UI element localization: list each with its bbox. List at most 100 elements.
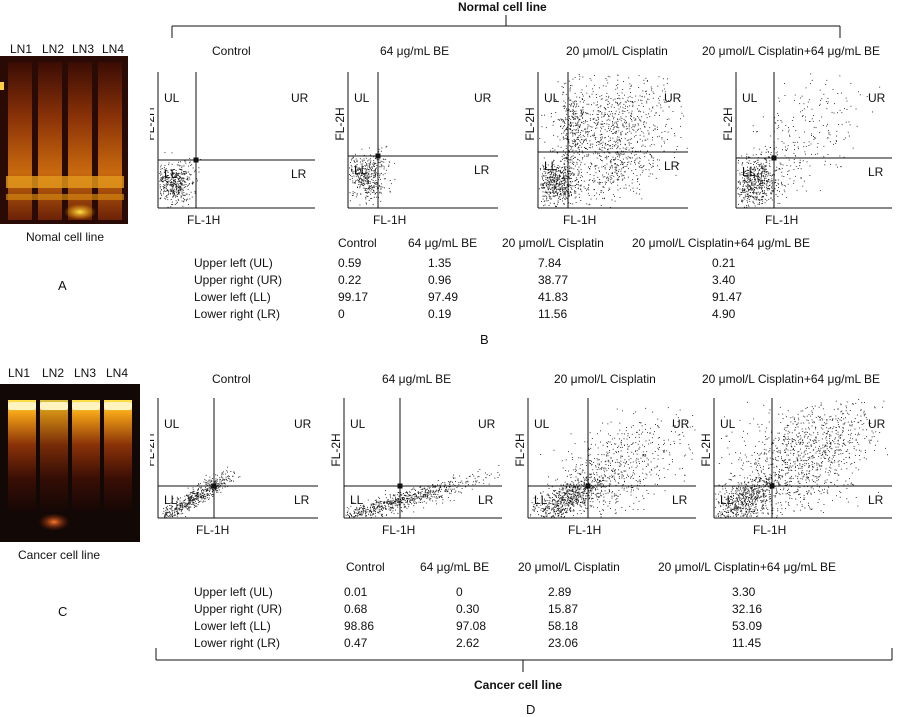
table-cell: 0.22 — [338, 273, 362, 287]
quadrant-label-ll: LL — [164, 493, 178, 507]
table-cell: 3.40 — [712, 273, 736, 287]
y-axis-label: FL-2H — [329, 433, 343, 466]
table-row-label: Lower left (LL) — [194, 290, 271, 304]
gel-a-lane-labels: LN1 LN2 LN3 LN4 — [6, 42, 132, 56]
table-cell: 15.87 — [548, 602, 579, 616]
table-header: 20 μmol/L Cisplatin — [518, 560, 620, 574]
y-axis-label: FL-2H — [513, 433, 527, 466]
top-plot-0: UL UR LL LR FL-1H FL-2H — [150, 72, 315, 226]
plot-title: Control — [212, 44, 251, 58]
table-header: 20 μmol/L Cisplatin — [502, 236, 604, 250]
gel-c-lane-labels: LN1 LN2 LN3 LN4 — [2, 366, 138, 380]
quadrant-label-ul: UL — [164, 417, 180, 431]
quadrant-label-ul: UL — [720, 417, 736, 431]
gate-marker — [193, 157, 199, 163]
quadrant-label-ll: LL — [164, 167, 178, 181]
scatter-dots — [737, 73, 881, 208]
table-cell: 0.96 — [428, 273, 452, 287]
plot-title: 20 μmol/L Cisplatin+64 μg/mL BE — [702, 372, 881, 386]
y-axis-label: FL-2H — [523, 107, 537, 140]
quadrant-label-ur: UR — [868, 417, 886, 431]
panel-letter-a: A — [58, 278, 67, 293]
quadrant-label-ur: UR — [672, 417, 690, 431]
quadrant-label-ur: UR — [478, 417, 496, 431]
table-cell: 11.56 — [538, 307, 568, 321]
quadrant-label-ul: UL — [350, 417, 366, 431]
table-cell: 4.90 — [712, 307, 736, 321]
plot-title: 20 μmol/L Cisplatin+64 μg/mL BE — [702, 44, 881, 58]
top-bracket — [171, 15, 841, 38]
quadrant-label-ll: LL — [354, 163, 368, 177]
table-cell: 58.18 — [548, 619, 579, 633]
quadrant-label-lr: LR — [868, 493, 884, 507]
quadrant-label-ur: UR — [474, 91, 492, 105]
lane-label: LN3 — [74, 366, 97, 380]
table-header: 20 μmol/L Cisplatin+64 μg/mL BE — [658, 560, 837, 574]
quadrant-label-ll: LL — [534, 493, 548, 507]
y-axis-label: FL-2H — [150, 107, 157, 140]
top-plot-2: UL UR LL LR FL-1H FL-2H — [523, 72, 688, 226]
bottom-plot-3: UL UR LL LR FL-1H FL-2H — [700, 398, 892, 537]
lane-label: LN2 — [42, 42, 65, 56]
table-cell: 0 — [456, 585, 463, 599]
table-cell: 3.30 — [732, 585, 756, 599]
table-row-label: Upper left (UL) — [194, 585, 273, 599]
gel-a-caption: Nomal cell line — [26, 230, 105, 244]
panel-letter-b: B — [480, 332, 489, 347]
gate-marker — [769, 483, 775, 489]
top-plot-1: UL UR LL LR FL-1H FL-2H — [333, 72, 498, 226]
table-cell: 7.84 — [538, 256, 562, 270]
lane-label: LN4 — [106, 366, 129, 380]
table-cell: 38.77 — [538, 273, 569, 287]
scatter-dots — [349, 145, 396, 206]
lane-label: LN1 — [8, 366, 31, 380]
scatter-dots — [162, 466, 241, 518]
x-axis-label: FL-1H — [382, 523, 415, 537]
gate-marker — [375, 153, 381, 159]
bottom-plot-1: UL UR LL LR FL-1H FL-2H — [329, 398, 502, 537]
gel-image-c — [0, 384, 140, 542]
top-bracket-label: Normal cell line — [458, 0, 547, 14]
y-axis-label: FL-2H — [700, 433, 713, 466]
quadrant-label-lr: LR — [474, 163, 490, 177]
quadrant-label-ul: UL — [534, 417, 550, 431]
table-cell: 1.35 — [428, 256, 452, 270]
gate-marker — [771, 155, 777, 161]
quadrant-label-lr: LR — [291, 167, 307, 181]
table-header: 64 μg/mL BE — [420, 560, 490, 574]
bottom-bracket-label: Cancer cell line — [474, 678, 563, 692]
table-header: 64 μg/mL BE — [408, 236, 478, 250]
bottom-plot-2: UL UR LL LR FL-1H FL-2H — [513, 398, 696, 537]
quadrant-label-lr: LR — [868, 165, 884, 179]
x-axis-label: FL-1H — [196, 523, 229, 537]
table-header: Control — [346, 560, 385, 574]
quadrant-label-ll: LL — [742, 165, 756, 179]
table-row-label: Upper left (UL) — [194, 256, 273, 270]
lane-label: LN1 — [10, 42, 33, 56]
table-cell: 41.83 — [538, 290, 569, 304]
gate-marker — [397, 483, 403, 489]
table-cell: 97.49 — [428, 290, 459, 304]
table-cell: 0.68 — [344, 602, 368, 616]
plot-title: 20 μmol/L Cisplatin — [566, 44, 668, 58]
y-axis-label: FL-2H — [333, 107, 347, 140]
quadrant-label-ul: UL — [164, 91, 180, 105]
gate-marker — [585, 483, 591, 489]
table-cell: 32.16 — [732, 602, 763, 616]
plot-title: Control — [212, 372, 251, 386]
x-axis-label: FL-1H — [765, 213, 798, 226]
quadrant-label-ll: LL — [350, 493, 364, 507]
quadrant-label-lr: LR — [672, 493, 688, 507]
lane-label: LN3 — [72, 42, 95, 56]
quadrant-label-lr: LR — [664, 159, 680, 173]
quadrant-label-ul: UL — [544, 91, 560, 105]
scatter-dots — [715, 399, 888, 518]
table-cell: 0.19 — [428, 307, 452, 321]
scatter-dots — [529, 407, 696, 518]
table-cell: 0.59 — [338, 256, 362, 270]
table-cell: 91.47 — [712, 290, 743, 304]
table-cell: 0 — [338, 307, 345, 321]
y-axis-label: FL-2H — [150, 433, 157, 466]
quadrant-label-ur: UR — [294, 417, 312, 431]
lane-label: LN2 — [42, 366, 65, 380]
